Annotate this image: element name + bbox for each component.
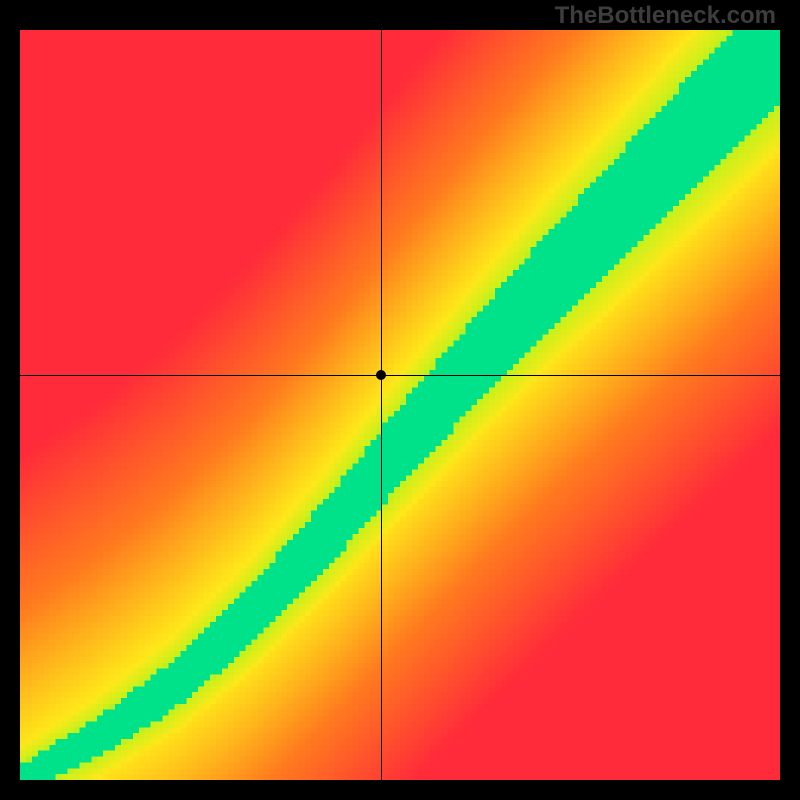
crosshair-horizontal (20, 375, 780, 376)
crosshair-marker (376, 370, 386, 380)
crosshair-vertical (381, 30, 382, 780)
heatmap-plot (20, 30, 780, 780)
watermark-text: TheBottleneck.com (555, 2, 776, 30)
heatmap-canvas (20, 30, 780, 780)
chart-frame: { "canvas": { "width": 800, "height": 80… (0, 0, 800, 800)
